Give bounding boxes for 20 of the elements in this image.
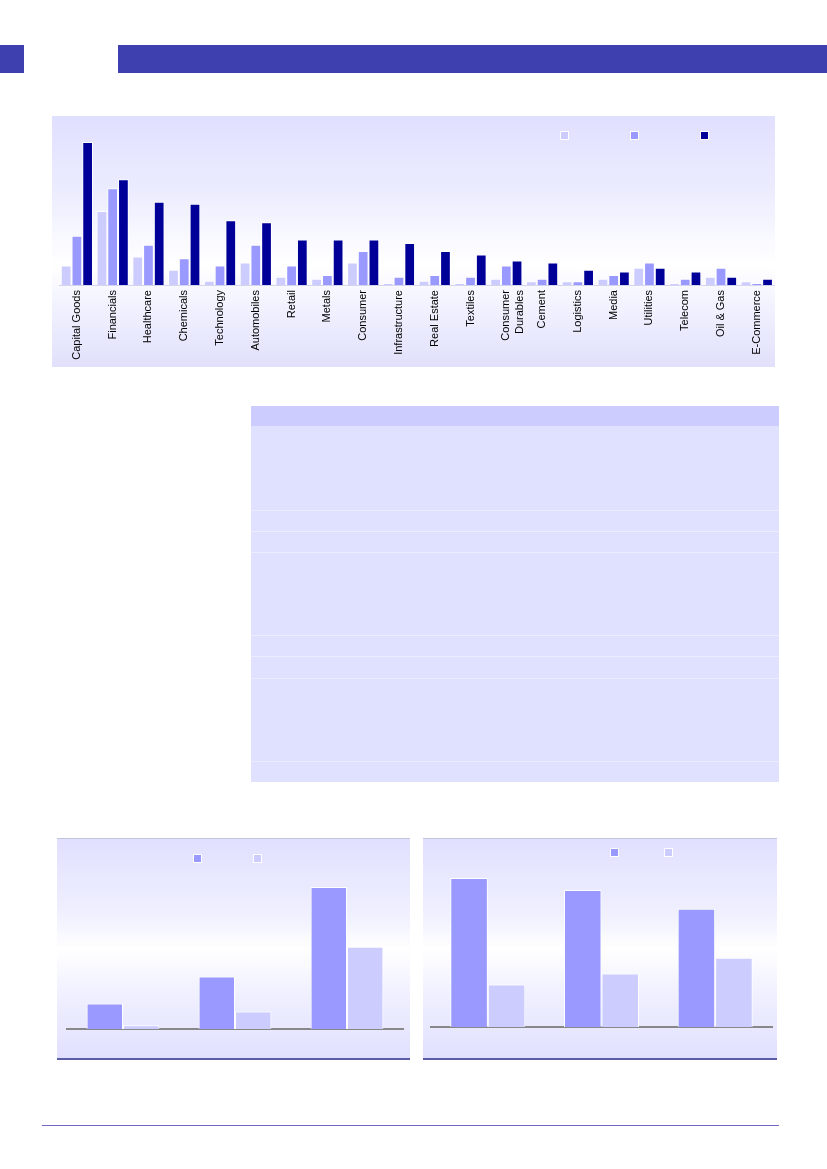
x-tick-label: Capital Goods bbox=[69, 289, 82, 360]
x-tick-label: Healthcare bbox=[141, 290, 154, 344]
x-tick-label: Retail bbox=[284, 290, 297, 319]
x-tick-label: Media bbox=[606, 289, 619, 320]
x-tick-label: Cement bbox=[535, 290, 548, 329]
x-tick-label: Infrastructure bbox=[391, 290, 404, 355]
x-tick-label: Utilities bbox=[642, 289, 655, 326]
x-tick-label: Consumer bbox=[356, 289, 369, 341]
x-tick-label: Textiles bbox=[463, 289, 476, 327]
x-tick-label: Logistics bbox=[570, 289, 583, 333]
x-tick-label: Technology bbox=[213, 289, 226, 346]
x-tick-label: Consumer Durables bbox=[499, 289, 525, 341]
x-tick-label: Oil & Gas bbox=[714, 289, 727, 338]
x-tick-label: Chemicals bbox=[177, 289, 190, 342]
x-tick-label: Real Estate bbox=[427, 290, 440, 347]
x-tick-label: Automobiles bbox=[248, 289, 261, 351]
x-tick-label: E-Commerce bbox=[749, 290, 762, 355]
x-tick-label: Financials bbox=[105, 289, 118, 340]
x-tick-label: Metals bbox=[320, 289, 333, 323]
x-tick-label: Telecom bbox=[678, 290, 691, 331]
